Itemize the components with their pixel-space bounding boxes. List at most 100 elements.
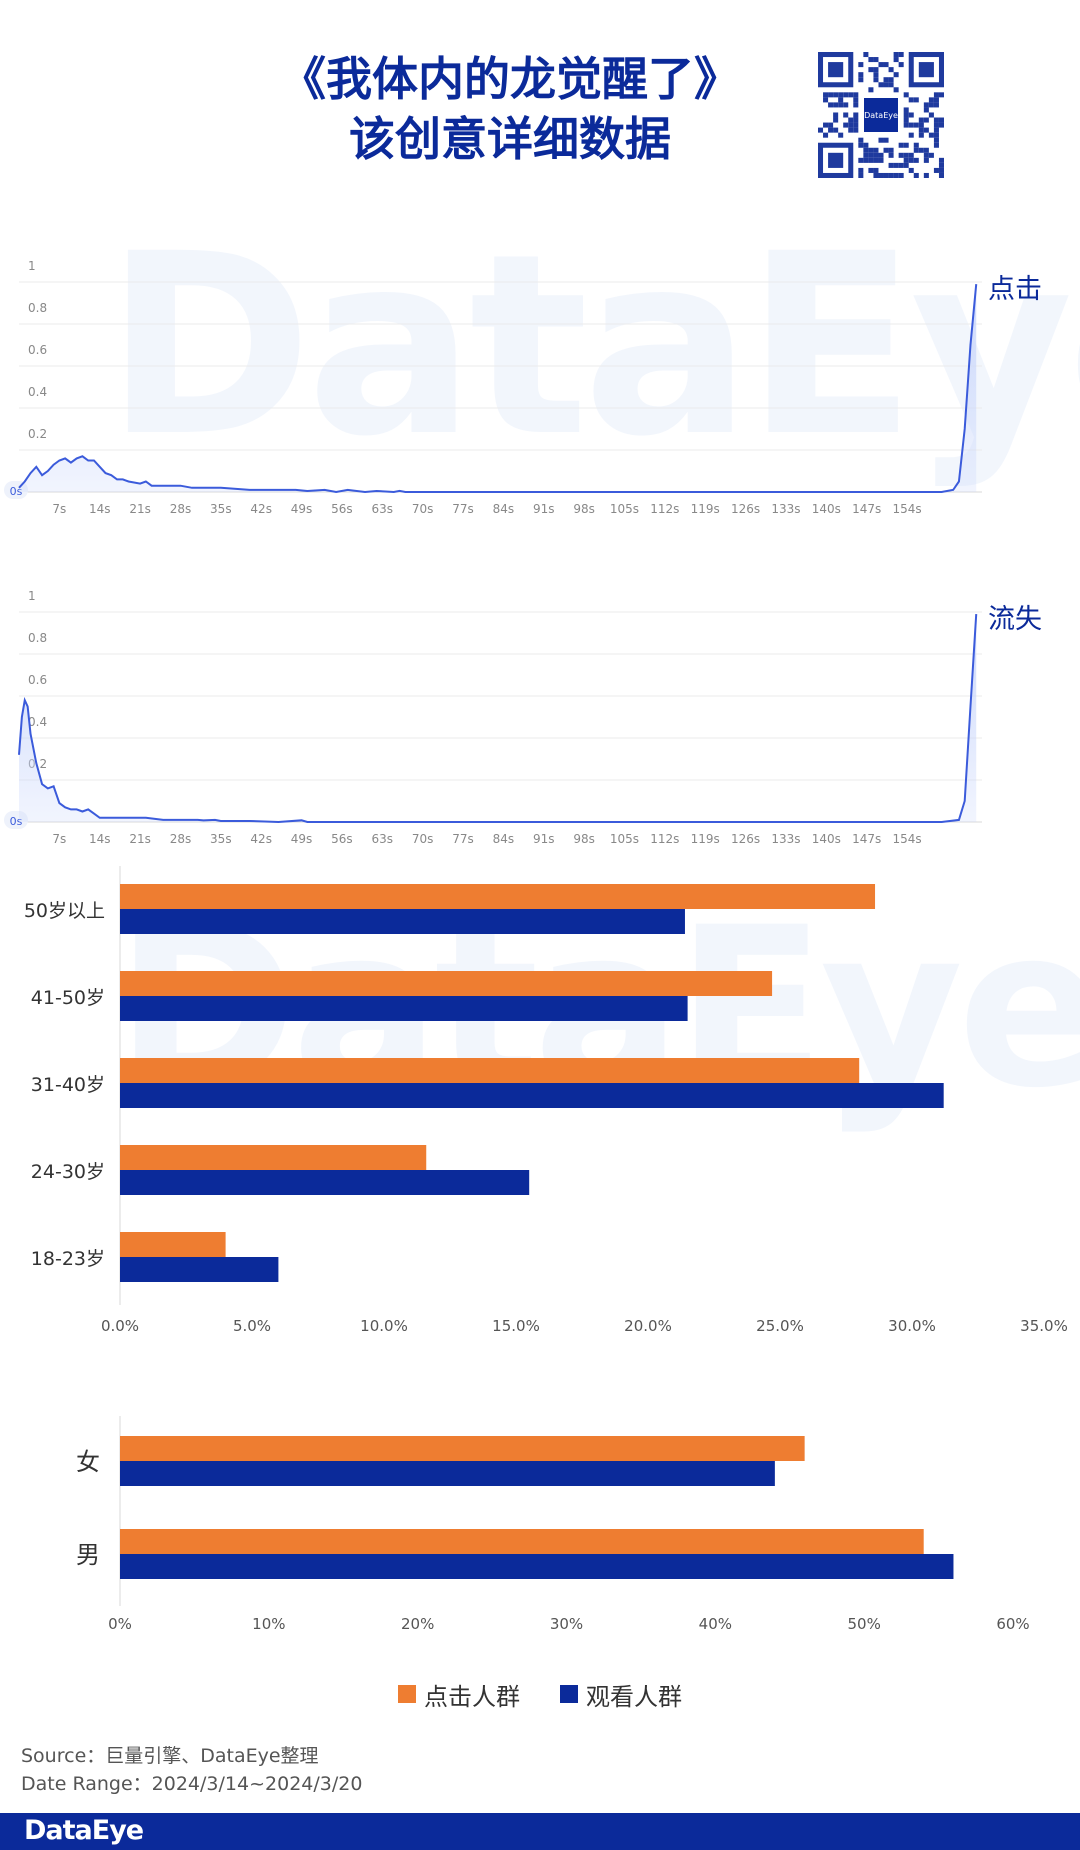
click-y-tick: 0.6: [28, 343, 47, 357]
gender-bar-click: [120, 1436, 805, 1461]
qr-module: [913, 172, 919, 178]
qr-module: [873, 152, 879, 158]
churn-x-tick: 77s: [452, 832, 474, 846]
age-bar-view: [120, 909, 685, 934]
click-x-tick: 119s: [691, 502, 720, 516]
qr-module: [913, 142, 919, 148]
gender-x-tick: 30%: [550, 1615, 583, 1633]
legend-swatch-view: [560, 1685, 578, 1703]
churn-x-tick: 98s: [573, 832, 595, 846]
qr-module: [908, 97, 914, 103]
qr-module: [938, 92, 944, 98]
gender-bar-chart: 0% 10% 20% 30% 40% 50% 60% 女男: [76, 1416, 1030, 1633]
qr-module: [858, 77, 864, 83]
qr-module: [933, 122, 939, 128]
qr-module: [923, 157, 929, 163]
churn-x-tick: 63s: [372, 832, 394, 846]
gender-bar-view: [120, 1554, 954, 1579]
click-x-tick: 35s: [210, 502, 232, 516]
qr-module: [918, 117, 924, 123]
qr-module: [908, 157, 914, 163]
churn-x-tick: 140s: [812, 832, 841, 846]
age-bar-click: [120, 1145, 427, 1170]
churn-x-tick: 56s: [331, 832, 353, 846]
page-title-line2: 该创意详细数据: [349, 112, 671, 166]
qr-module: [833, 112, 839, 118]
qr-module: [838, 132, 844, 138]
qr-module: [823, 122, 829, 128]
age-bar-view: [120, 1083, 944, 1108]
click-y-tick: 0.2: [28, 427, 47, 441]
age-bar-view: [120, 1257, 279, 1282]
qr-module: [868, 167, 874, 173]
qr-module: [898, 152, 904, 158]
qr-module: [883, 62, 889, 68]
qr-module: [938, 117, 944, 123]
qr-module: [848, 117, 854, 123]
qr-module: [923, 172, 929, 178]
qr-module: [918, 122, 924, 128]
qr-module: [878, 62, 884, 68]
qr-module: [868, 152, 874, 158]
click-x-tick: 7s: [52, 502, 66, 516]
gender-bar-view: [120, 1461, 775, 1486]
click-x-tick: 49s: [291, 502, 313, 516]
qr-module: [873, 147, 879, 153]
qr-finder-inner: [828, 62, 844, 78]
click-y-tick: 0.4: [28, 385, 47, 399]
click-x-tick: 84s: [493, 502, 515, 516]
qr-module: [843, 122, 849, 128]
churn-y-tick: 0.6: [28, 673, 47, 687]
qr-module: [933, 97, 939, 103]
qr-module: [853, 122, 859, 128]
gender-x-tick: 10%: [252, 1615, 285, 1633]
churn-x-tick: 42s: [250, 832, 272, 846]
qr-module: [888, 147, 894, 153]
qr-module: [908, 152, 914, 158]
churn-x-tick: 91s: [533, 832, 555, 846]
qr-module: [828, 127, 834, 133]
qr-module: [898, 62, 904, 68]
qr-module: [903, 107, 909, 113]
qr-module: [833, 102, 839, 108]
qr-module: [853, 97, 859, 103]
churn-y-tick: 0.8: [28, 631, 47, 645]
click-x-tick: 70s: [412, 502, 434, 516]
qr-module: [888, 152, 894, 158]
qr-module: [923, 152, 929, 158]
qr-finder-inner: [918, 62, 934, 78]
qr-module: [898, 52, 904, 58]
qr-module: [883, 147, 889, 153]
gender-x-tick: 60%: [996, 1615, 1029, 1633]
qr-module: [898, 172, 904, 178]
qr-module: [888, 82, 894, 88]
qr-module: [853, 102, 859, 108]
qr-logo-text: DataEye: [864, 111, 898, 120]
qr-module: [838, 102, 844, 108]
qr-module: [888, 77, 894, 83]
qr-module: [873, 57, 879, 63]
click-y-tick: 1: [28, 259, 36, 273]
churn-x-tick: 84s: [493, 832, 515, 846]
qr-module: [828, 122, 834, 128]
qr-code: DataEye: [818, 52, 944, 178]
qr-module: [863, 142, 869, 148]
qr-module: [913, 147, 919, 153]
legend-label-click: 点击人群: [424, 1682, 520, 1711]
qr-module: [878, 152, 884, 158]
qr-module: [908, 122, 914, 128]
churn-x-tick: 147s: [852, 832, 881, 846]
qr-module: [933, 92, 939, 98]
qr-module: [863, 152, 869, 158]
qr-module: [838, 92, 844, 98]
legend-label-view: 观看人群: [586, 1682, 682, 1711]
click-area: [19, 284, 977, 492]
qr-module: [828, 92, 834, 98]
qr-module: [843, 112, 849, 118]
age-x-tick: 35.0%: [1020, 1317, 1068, 1335]
qr-module: [893, 87, 899, 93]
qr-module: [938, 157, 944, 163]
churn-x-tick: 49s: [291, 832, 313, 846]
qr-module: [873, 157, 879, 163]
qr-module: [878, 172, 884, 178]
